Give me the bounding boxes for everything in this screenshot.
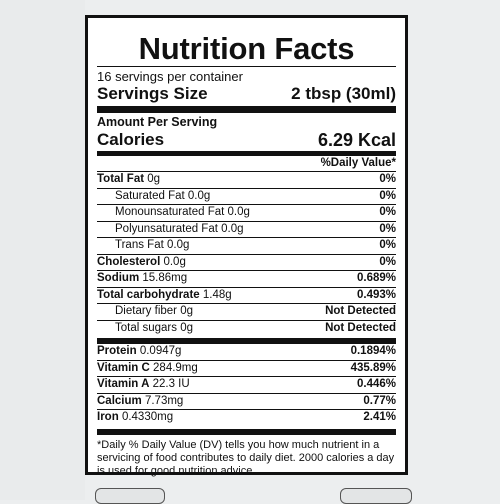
nutrient-name: Sodium 15.86mg (97, 272, 188, 284)
daily-value-header: %Daily Value* (97, 155, 396, 171)
nutrient-row-cholesterol: Cholesterol 0.0g 0% (97, 253, 396, 271)
nutrient-row-total-carbohydrate: Total carbohydrate 1.48g 0.493% (97, 286, 396, 304)
serving-size-value: 2 tbsp (30ml) (291, 84, 396, 103)
nutrient-name: Iron 0.4330mg (97, 411, 174, 423)
background-left (0, 0, 85, 500)
divider-thick (97, 106, 396, 113)
servings-per-container: 16 servings per container (97, 69, 243, 84)
calories-row: Calories 6.29 Kcal (97, 129, 396, 151)
nutrient-name: Trans Fat 0.0g (115, 239, 190, 251)
bottom-decoration (340, 488, 412, 504)
nutrient-pct: Not Detected (325, 305, 396, 317)
nutrient-name: Vitamin C 284.9mg (97, 361, 198, 374)
nutrient-row-monounsaturated-fat: Monounsaturated Fat 0.0g 0% (97, 204, 396, 221)
nutrient-name: Dietary fiber 0g (115, 305, 193, 317)
daily-value-footnote: *Daily % Daily Value (DV) tells you how … (97, 438, 395, 477)
divider-thick (97, 428, 396, 435)
nutrient-row-protein: Protein 0.0947g 0.1894% (97, 344, 396, 360)
divider (97, 66, 396, 67)
nutrient-pct: 0% (379, 206, 396, 218)
nutrient-name: Total sugars 0g (115, 321, 194, 334)
divider-thick (97, 338, 396, 344)
nutrient-row-trans-fat: Trans Fat 0.0g 0% (97, 237, 396, 254)
nutrient-name: Monounsaturated Fat 0.0g (115, 206, 250, 218)
nutrient-row-polyunsaturated-fat: Polyunsaturated Fat 0.0g 0% (97, 220, 396, 238)
nutrient-pct: 0% (379, 255, 396, 268)
nutrient-name: Calcium 7.73mg (97, 394, 184, 407)
nutrient-row-sodium: Sodium 15.86mg 0.689% (97, 270, 396, 287)
nutrient-pct: 0% (379, 173, 396, 185)
serving-size-label: Servings Size (97, 84, 208, 103)
label-title: Nutrition Facts (138, 31, 355, 66)
nutrient-pct: 2.41% (363, 411, 396, 423)
nutrient-row-vitamin-c: Vitamin C 284.9mg 435.89% (97, 359, 396, 377)
nutrient-pct: 0.689% (356, 272, 396, 284)
nutrient-row-saturated-fat: Saturated Fat 0.0g 0% (97, 187, 396, 205)
bottom-decoration (95, 488, 165, 504)
nutrient-row-iron: Iron 0.4330mg 2.41% (97, 409, 396, 426)
nutrient-pct: 435.89% (350, 361, 396, 374)
nutrient-name: Saturated Fat 0.0g (115, 189, 211, 202)
nutrient-row-vitamin-a: Vitamin A 22.3 IU 0.446% (97, 376, 396, 393)
nutrient-name: Total carbohydrate 1.48g (97, 288, 232, 301)
nutrient-pct: 0% (379, 239, 396, 251)
amount-per-serving: Amount Per Serving (97, 115, 218, 129)
nutrient-row-total-fat: Total Fat 0g 0% (97, 171, 396, 188)
nutrient-pct: 0.1894% (350, 345, 396, 357)
nutrient-row-calcium: Calcium 7.73mg 0.77% (97, 392, 396, 410)
nutrient-pct: 0% (379, 222, 396, 235)
nutrient-row-total-sugars: Total sugars 0g Not Detected (97, 319, 396, 337)
nutrient-name: Vitamin A 22.3 IU (97, 378, 190, 390)
nutrient-row-dietary-fiber: Dietary fiber 0g Not Detected (97, 303, 396, 320)
divider-mid (97, 151, 396, 155)
nutrition-facts-label: Nutrition Facts 16 servings per containe… (85, 15, 408, 477)
nutrient-name: Polyunsaturated Fat 0.0g (115, 222, 244, 235)
nutrient-name: Total Fat 0g (97, 173, 161, 185)
serving-size-row: Servings Size 2 tbsp (30ml) (97, 84, 396, 106)
calories-label: Calories (97, 130, 165, 149)
nutrient-pct: 0.493% (356, 288, 396, 301)
nutrient-pct: 0.446% (356, 378, 396, 390)
nutrient-name: Protein 0.0947g (97, 345, 182, 357)
nutrient-pct: 0.77% (363, 394, 396, 407)
nutrient-pct: 0% (379, 189, 396, 202)
nutrient-name: Cholesterol 0.0g (97, 255, 186, 268)
calories-value: 6.29 Kcal (317, 130, 396, 150)
nutrient-pct: Not Detected (325, 321, 396, 334)
